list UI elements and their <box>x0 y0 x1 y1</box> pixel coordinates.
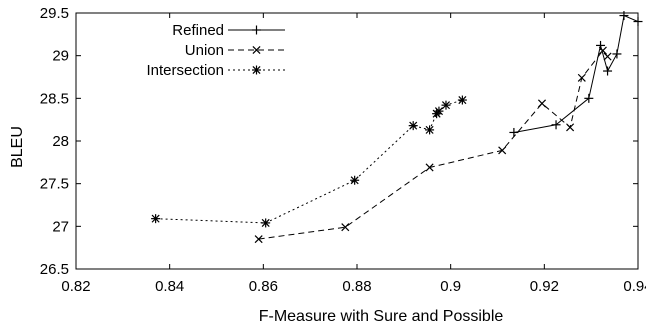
x-tick-label: 0.92 <box>530 278 559 295</box>
data-point-union <box>498 146 507 155</box>
y-axis-title-group: BLEU <box>9 126 26 168</box>
y-tick-label: 27 <box>52 218 69 235</box>
series-intersection <box>151 95 467 228</box>
y-tick-label: 28.5 <box>40 90 69 107</box>
y-axis-title: BLEU <box>9 126 26 168</box>
data-point-intersection <box>441 100 451 110</box>
legend-label-intersection: Intersection <box>146 62 224 79</box>
x-tick-label: 0.88 <box>342 278 371 295</box>
series-line-intersection <box>155 99 463 224</box>
legend-item-union: Union <box>185 42 285 59</box>
data-point-intersection <box>434 106 444 116</box>
legend-item-intersection: Intersection <box>146 62 285 79</box>
data-point-union <box>341 223 350 232</box>
data-point-refined <box>619 11 629 21</box>
y-tick-label: 26.5 <box>40 261 69 278</box>
data-point-intersection <box>151 214 161 224</box>
x-tick-label: 0.86 <box>249 278 278 295</box>
data-point-union <box>537 99 547 108</box>
legend-label-union: Union <box>185 42 224 59</box>
data-point-intersection <box>350 175 360 185</box>
legend-marker-intersection <box>252 65 261 75</box>
data-point-union <box>577 73 586 82</box>
data-point-union <box>603 52 612 61</box>
x-tick-label: 0.9 <box>440 278 461 295</box>
x-tick-label: 0.82 <box>61 278 90 295</box>
legend-label-refined: Refined <box>172 22 224 39</box>
data-point-intersection <box>457 95 467 105</box>
series-layer <box>151 11 643 244</box>
series-line-union <box>258 49 608 240</box>
legend: Refined Union Intersection <box>146 22 285 79</box>
data-point-union <box>566 123 575 132</box>
series-refined <box>509 11 643 137</box>
plot-frame <box>75 12 639 270</box>
legend-marker-union <box>252 45 261 55</box>
data-point-intersection <box>408 121 418 131</box>
y-tick-label: 27.5 <box>40 176 69 193</box>
data-point-refined <box>633 17 643 27</box>
data-point-refined <box>509 127 519 137</box>
y-tick-label: 29 <box>52 48 69 65</box>
data-point-refined <box>612 49 622 59</box>
x-tick-label: 0.84 <box>155 278 184 295</box>
series-union <box>254 46 612 244</box>
data-point-refined <box>603 66 613 76</box>
data-point-refined <box>584 93 594 103</box>
data-point-intersection <box>261 218 271 228</box>
legend-item-refined: Refined <box>172 22 285 39</box>
data-point-intersection <box>425 125 435 135</box>
data-point-union <box>425 163 434 172</box>
data-point-union <box>598 46 607 55</box>
data-point-refined <box>551 120 561 130</box>
y-tick-label: 29.5 <box>40 5 69 22</box>
x-tick-label: 0.94 <box>623 278 646 295</box>
data-point-union <box>254 235 263 244</box>
axes: 0.82 0.84 0.86 0.88 0.9 0.92 0.94 26.5 27 27.5 28 2… <box>40 5 646 295</box>
x-axis-title: F-Measure with Sure and Possible <box>259 308 504 325</box>
legend-marker-refined <box>252 25 261 35</box>
y-tick-label: 28 <box>52 133 69 150</box>
